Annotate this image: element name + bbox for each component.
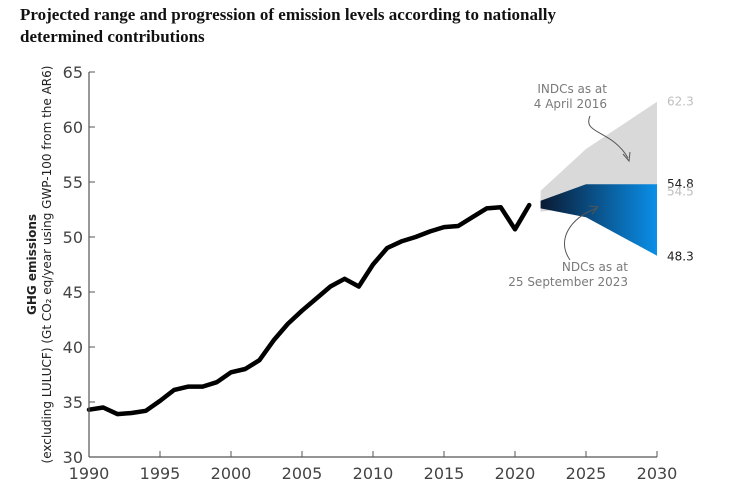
ndc-annotation-line: 25 September 2023 <box>508 275 628 289</box>
axes: 30 35 40 45 50 55 60 65 1990 1995 2000 2005 2010 2015… <box>25 63 677 483</box>
projection-bands <box>540 101 657 256</box>
chart-title-line: determined contributions <box>20 27 205 46</box>
x-tick-label: 2015 <box>424 464 465 483</box>
end-value-label: 54.8 <box>667 177 694 191</box>
y-tick-label: 60 <box>63 118 83 137</box>
x-tick-label: 2005 <box>282 464 323 483</box>
chart-title-line: Projected range and progression of emiss… <box>20 5 556 24</box>
indc-annotation-line: INDCs as at <box>537 82 607 96</box>
ndc-annotation-line: NDCs as at <box>562 260 628 274</box>
y-tick-label: 55 <box>63 173 83 192</box>
ndc-range-band <box>540 184 657 256</box>
indc-annotation-line: 4 April 2016 <box>534 97 607 111</box>
historical-series <box>86 202 532 417</box>
x-tick-label: 2000 <box>211 464 252 483</box>
historical-emissions-line <box>86 202 532 417</box>
end-value-label: 62.3 <box>667 95 694 109</box>
x-tick-label: 2025 <box>566 464 607 483</box>
y-tick-label: 45 <box>63 283 83 302</box>
x-tick-label: 2030 <box>637 464 678 483</box>
ndc-annotation-arrowhead <box>588 205 599 215</box>
y-axis-label-line: GHG emissions <box>25 214 39 315</box>
y-tick-label: 50 <box>63 228 83 247</box>
y-tick-label: 65 <box>63 63 83 82</box>
x-tick-label: 2020 <box>495 464 536 483</box>
y-tick-label: 30 <box>63 448 83 467</box>
y-axis-label: GHG emissions (excluding LULUCF) (Gt CO₂ … <box>25 66 54 464</box>
chart-title: Projected range and progression of emiss… <box>20 4 720 48</box>
y-axis-label-line: (excluding LULUCF) (Gt CO₂ eq/year using… <box>40 66 54 464</box>
ndc-annotation-arrow <box>564 207 598 261</box>
x-tick-label: 2010 <box>353 464 394 483</box>
indc-annotation-arrowhead <box>622 151 631 163</box>
indc-annotation-arrow <box>588 115 629 159</box>
end-value-label: 48.3 <box>667 250 694 264</box>
y-tick-label: 35 <box>63 393 83 412</box>
x-tick-label: 1990 <box>69 464 110 483</box>
x-tick-label: 1995 <box>140 464 181 483</box>
y-tick-label: 40 <box>63 338 83 357</box>
end-value-label: 54.5 <box>667 185 694 199</box>
